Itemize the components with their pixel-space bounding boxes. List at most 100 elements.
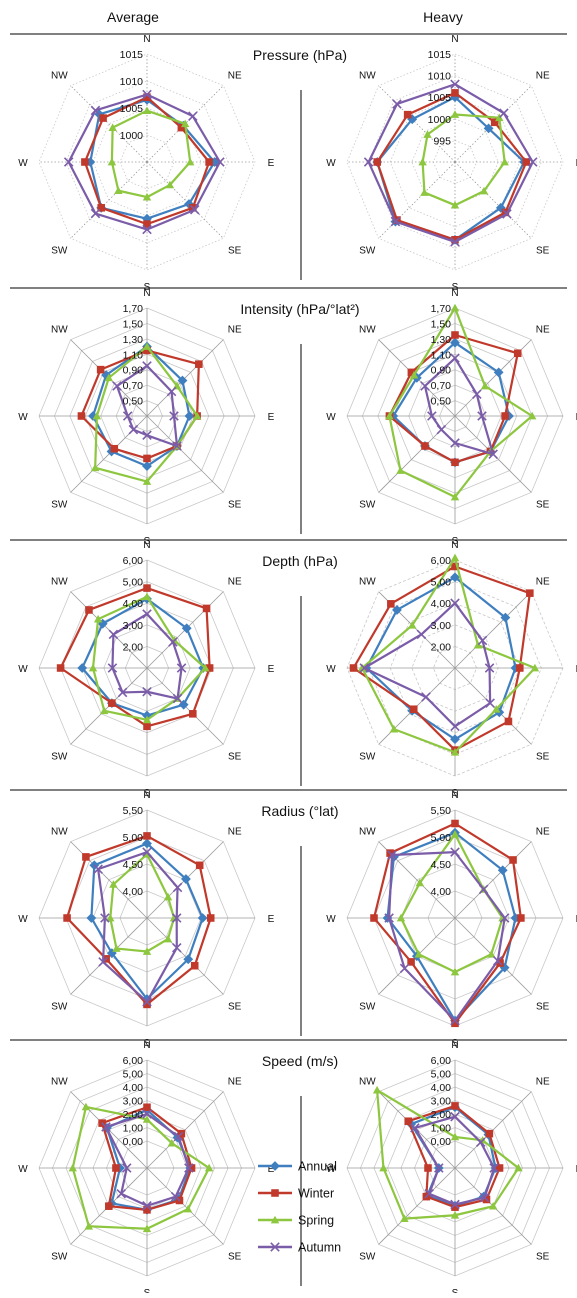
point-autumn-n — [450, 847, 460, 857]
point-winter-ne — [202, 604, 211, 613]
point-spring-w — [396, 913, 406, 922]
point-autumn-w-stroke-b — [359, 663, 370, 673]
direction-label-n: N — [143, 1040, 150, 1051]
point-annual-ne — [177, 375, 188, 386]
point-winter-n — [143, 584, 151, 592]
direction-label-sw: SW — [359, 500, 376, 511]
point-winter-e — [187, 1164, 196, 1172]
point-autumn-se — [189, 204, 200, 215]
legend-label: Autumn — [298, 1241, 341, 1255]
point-autumn-ne-stroke-b — [472, 389, 482, 399]
point-annual-e — [197, 913, 208, 923]
point-winter-sw — [409, 705, 418, 714]
point-autumn-nw-stroke-b — [387, 850, 397, 860]
tick-label: 5,50 — [431, 805, 452, 817]
direction-label-ne: NE — [228, 70, 242, 81]
point-autumn-s-stroke-b — [450, 237, 460, 247]
point-autumn-nw — [101, 1122, 111, 1132]
direction-label-nw: NW — [359, 576, 376, 587]
point-autumn-nw-stroke-b — [93, 864, 103, 874]
tick-label: 1010 — [120, 76, 144, 88]
direction-label-nw: NW — [51, 70, 68, 81]
point-spring-ne — [473, 640, 483, 649]
point-spring-se — [163, 934, 173, 943]
series-spring — [90, 342, 202, 485]
point-winter-w — [349, 664, 358, 672]
series-autumn — [112, 361, 182, 451]
point-spring-s — [142, 947, 152, 955]
point-autumn-sw-stroke-b — [390, 216, 401, 227]
direction-label-n: N — [451, 288, 458, 299]
tick-label: 995 — [433, 135, 451, 147]
tick-label: 3,00 — [431, 620, 452, 632]
direction-label-e: E — [576, 914, 577, 925]
point-winter-sw — [108, 699, 116, 707]
direction-label-ne: NE — [228, 1076, 242, 1087]
point-autumn-sw-stroke-b — [90, 208, 101, 219]
grid-ring — [119, 134, 175, 190]
point-autumn-n — [142, 609, 152, 619]
point-winter-s — [451, 1203, 459, 1211]
direction-label-s: S — [452, 536, 459, 547]
legend-label: Winter — [298, 1187, 334, 1201]
direction-label-s: S — [144, 536, 151, 547]
tick-label: 0,70 — [431, 380, 452, 392]
point-annual-ne — [493, 367, 504, 378]
tick-label: 1,70 — [431, 303, 452, 315]
point-autumn-sw-stroke-b — [117, 687, 128, 698]
direction-label-se: SE — [228, 752, 242, 763]
point-winter-nw — [85, 606, 93, 614]
tick-label: 1,00 — [123, 1123, 144, 1135]
point-autumn-nw — [90, 105, 101, 116]
point-autumn-sw — [116, 1189, 126, 1199]
tick-label: 5,00 — [123, 577, 144, 589]
point-autumn-s — [142, 224, 152, 235]
direction-label-s: S — [452, 788, 459, 799]
point-autumn-n — [450, 1111, 460, 1122]
spoke — [454, 841, 532, 919]
point-winter-n — [143, 93, 151, 101]
point-autumn-se — [170, 1191, 181, 1202]
point-autumn-ne-stroke-b — [173, 1131, 184, 1142]
point-autumn-e — [527, 157, 538, 167]
point-autumn-n — [142, 1109, 152, 1119]
direction-label-sw: SW — [51, 752, 68, 763]
point-winter-n — [143, 346, 151, 355]
point-winter-e — [206, 914, 215, 922]
series-spring — [418, 110, 509, 209]
legend-marker-stroke-b — [270, 1242, 280, 1252]
tick-label: 1005 — [428, 92, 452, 104]
point-spring-n — [142, 106, 152, 115]
point-autumn-s-stroke-b — [450, 721, 460, 732]
tick-label: 3,00 — [431, 1096, 452, 1108]
direction-label-s: S — [452, 1288, 459, 1293]
point-autumn-e — [484, 663, 495, 673]
direction-label-nw: NW — [359, 1076, 376, 1087]
point-winter-w — [63, 914, 71, 922]
legend: Annual Winter Spring Autumn — [258, 1160, 341, 1255]
tick-label: 0,50 — [123, 396, 144, 408]
direction-label-nw: NW — [51, 1076, 68, 1087]
direction-label-n: N — [143, 34, 150, 45]
point-autumn-w — [384, 913, 394, 923]
point-autumn-nw — [108, 629, 119, 640]
point-winter-w — [81, 158, 89, 166]
point-autumn-e — [477, 411, 487, 421]
spoke — [378, 161, 456, 239]
direction-label-w: W — [326, 1164, 336, 1175]
point-autumn-ne — [172, 882, 183, 893]
point-autumn-nw-stroke-b — [416, 629, 427, 640]
point-autumn-s — [450, 1199, 460, 1210]
point-autumn-s-stroke-b — [450, 1199, 460, 1210]
point-spring-e — [204, 1163, 214, 1172]
tick-label: 0,00 — [123, 1136, 144, 1148]
point-autumn-w — [121, 1163, 132, 1173]
point-spring-nw — [408, 621, 417, 629]
point-autumn-ne — [166, 386, 177, 397]
legend-item-winter: Winter — [258, 1187, 334, 1201]
point-autumn-w — [359, 663, 370, 673]
point-autumn-ne-stroke-b — [476, 1137, 486, 1147]
point-winter-e — [516, 664, 524, 672]
point-autumn-e-stroke-b — [176, 663, 187, 673]
point-autumn-e-stroke-b — [477, 411, 487, 421]
